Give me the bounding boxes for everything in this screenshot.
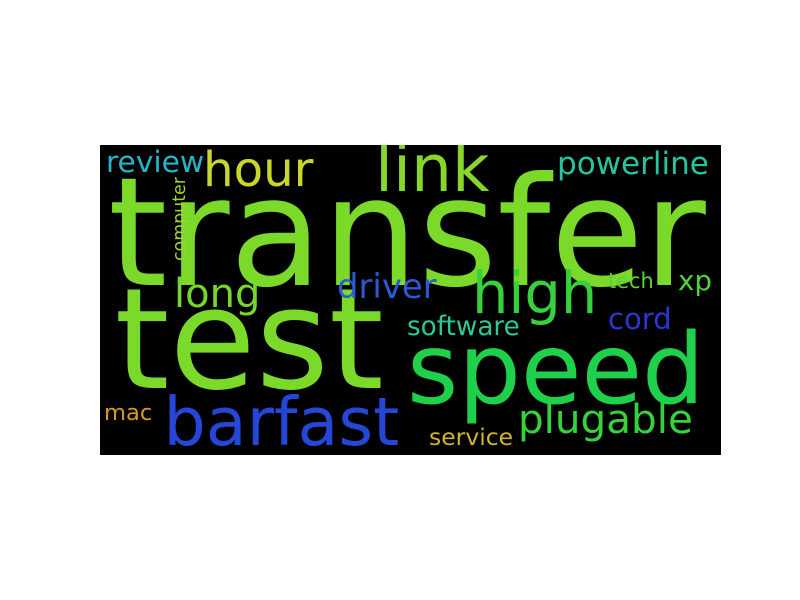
word-long: long [174, 271, 261, 317]
word-hour: hour [203, 145, 314, 198]
word-link: link [375, 145, 490, 207]
word-tech: tech [608, 268, 654, 293]
word-plugable: plugable [518, 395, 693, 443]
word-driver: driver [337, 267, 437, 306]
word-barfast: barfast [163, 382, 400, 455]
word-service: service [429, 423, 514, 451]
word-software: software [407, 311, 520, 342]
word-powerline: powerline [557, 145, 709, 182]
word-computer: computer [169, 177, 190, 261]
word-speed: speed [407, 313, 705, 427]
word-cloud: transfer test speed barfast high hour li… [100, 145, 721, 455]
word-test: test [114, 258, 384, 422]
word-xp: xp [678, 264, 713, 297]
word-cord: cord [608, 302, 672, 336]
word-high: high [472, 259, 598, 327]
word-mac: mac [104, 400, 153, 426]
word-review: review [106, 145, 205, 180]
word-transfer: transfer [108, 145, 706, 321]
